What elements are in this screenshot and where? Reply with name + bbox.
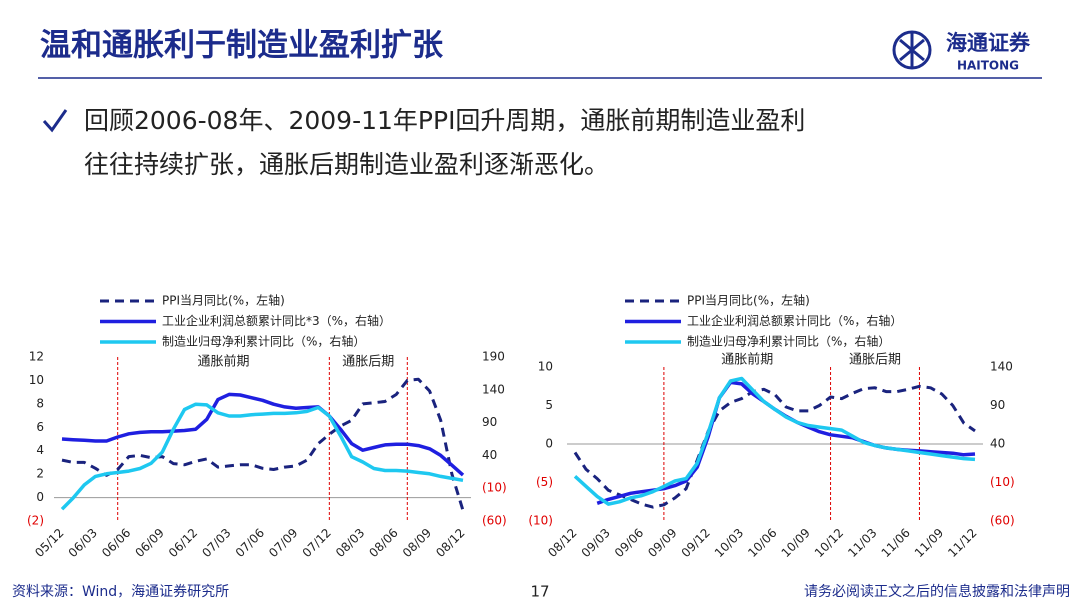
x-tick-label: 09/06 [612,526,646,560]
x-tick-label: 07/09 [266,526,300,560]
y-tick-label: 6 [36,420,44,434]
x-tick-label: 11/06 [879,526,913,560]
x-tick-label: 06/03 [66,526,100,560]
y-tick-label: 0 [36,490,44,504]
y-tick-label: (5) [536,475,553,489]
y-tick-label: (2) [27,514,44,528]
legend-label: PPI当月同比(%，左轴) [162,293,285,308]
series-line [61,377,465,511]
x-tick-label: 08/09 [400,526,434,560]
series-line [596,380,976,505]
y-tick-label: 12 [29,350,44,364]
legend-label: 制造业归母净利累计同比（%，右轴） [162,334,365,349]
x-tick-label: 10/09 [779,526,813,560]
y2-tick-label: 140 [482,382,505,396]
x-tick-label: 07/03 [199,526,233,560]
x-tick-label: 06/09 [132,526,166,560]
bullet-line: 回顾2006-08年、2009-11年PPI回升周期，通胀前期制造业盈利 [84,106,805,135]
series-line [60,402,464,511]
period-label: 通胀前期 [721,352,773,368]
logo-cn: 海通证券 [946,31,1031,55]
bullet-line: 往往持续扩张，通胀后期制造业盈利逐渐恶化。 [84,150,609,179]
y2-tick-label: 140 [990,360,1013,374]
legend-label: 制造业归母净利累计同比（%，右轴） [687,334,890,349]
x-tick-label: 09/12 [679,526,713,560]
y-tick-label: 10 [29,373,44,387]
x-tick-label: 05/12 [32,526,66,560]
x-tick-label: 11/03 [845,526,879,560]
x-tick-label: 08/12 [545,526,579,560]
y-tick-label: (10) [528,514,553,528]
y-tick-label: 10 [538,360,553,374]
logo-icon [892,30,932,70]
y2-tick-label: 40 [482,448,497,462]
x-tick-label: 09/03 [579,526,613,560]
logo-en: HAITONG [957,59,1019,73]
x-tick-label: 11/12 [945,526,979,560]
x-tick-label: 10/06 [745,526,779,560]
x-tick-label: 08/12 [433,526,467,560]
x-tick-label: 10/12 [812,526,846,560]
legend-label: PPI当月同比(%，左轴) [687,293,810,308]
x-tick-label: 08/03 [333,526,367,560]
y2-tick-label: 90 [990,398,1005,412]
x-tick-label: 06/12 [166,526,200,560]
y-tick-label: 8 [36,396,44,410]
series-line [61,392,465,477]
legend-label: 工业企业利润总额累计同比*3（%，右轴） [162,313,391,328]
x-tick-label: 09/09 [645,526,679,560]
period-label: 通胀后期 [342,355,394,370]
page-number: 17 [530,583,549,601]
y2-tick-label: 190 [482,350,505,364]
x-tick-label: 06/06 [99,526,133,560]
series-line [573,376,976,506]
x-tick-label: 08/06 [366,526,400,560]
legend-label: 工业企业利润总额累计同比（%，右轴） [687,313,902,328]
y2-tick-label: (60) [482,514,507,528]
y-tick-label: 2 [36,467,44,481]
y-tick-label: 4 [36,443,44,457]
period-label: 通胀前期 [198,354,250,370]
period-label: 通胀后期 [849,353,901,368]
check-icon [42,109,68,133]
x-tick-label: 10/03 [712,526,746,560]
y2-tick-label: (60) [990,514,1015,528]
y-tick-label: 0 [545,437,553,451]
x-tick-label: 11/09 [912,526,946,560]
source-note: 资料来源：Wind，海通证券研究所 [12,584,229,600]
x-tick-label: 07/12 [300,526,334,560]
slide-title: 温和通胀利于制造业盈利扩张 [40,28,443,64]
y-tick-label: 5 [545,398,553,412]
x-tick-label: 07/06 [233,526,267,560]
disclaimer: 请务必阅读正文之后的信息披露和法律声明 [804,583,1070,600]
y2-tick-label: (10) [482,481,507,495]
y2-tick-label: (10) [990,475,1015,489]
y2-tick-label: 40 [990,437,1005,451]
y2-tick-label: 90 [482,415,497,429]
series-line [573,384,976,509]
